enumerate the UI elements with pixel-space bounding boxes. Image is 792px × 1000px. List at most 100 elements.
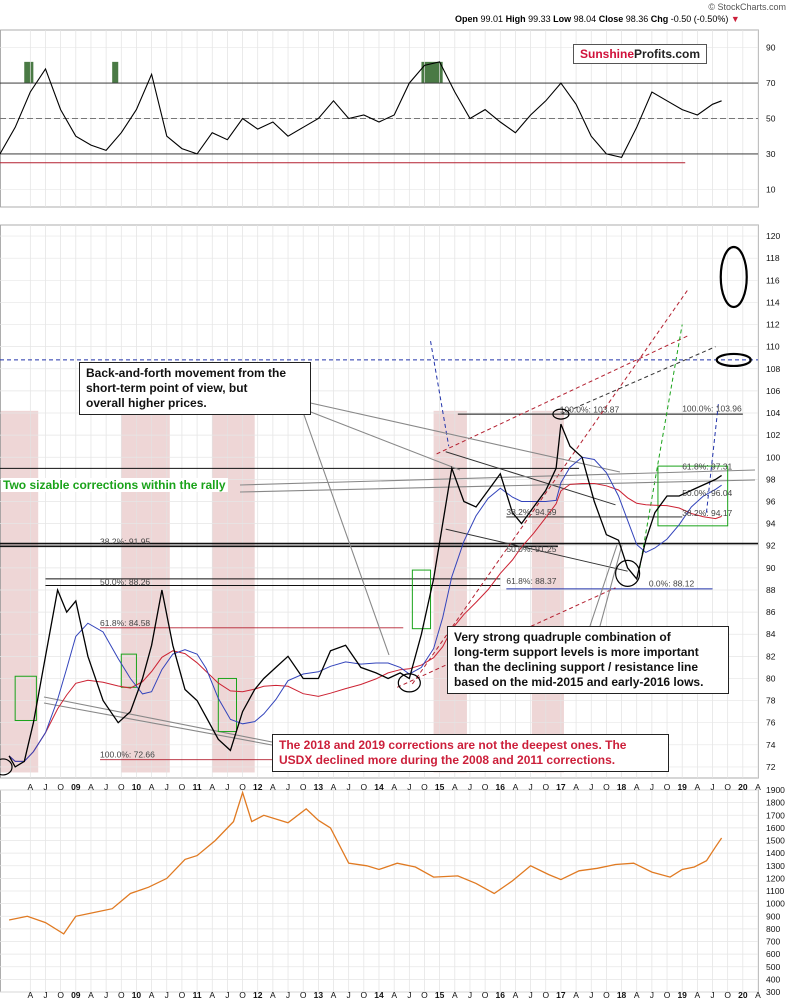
x-tick-label: A xyxy=(331,782,337,792)
y-tick-label: 76 xyxy=(766,718,776,728)
callout-pointer xyxy=(599,544,623,627)
x-tick-label: O xyxy=(118,990,125,1000)
callout-line: based on the mid-2015 and early-2016 low… xyxy=(454,675,704,689)
fib-box xyxy=(657,465,729,527)
x-tick-label: O xyxy=(603,990,610,1000)
highlight-ellipse xyxy=(715,352,752,368)
callout-pointer xyxy=(589,544,618,627)
y-tick-label: 80 xyxy=(766,673,776,683)
y-tick-label: 84 xyxy=(766,629,776,639)
fib-label: 50.0%: 96.04 xyxy=(682,488,732,498)
y-tick-label: 106 xyxy=(766,386,780,396)
x-tick-label: A xyxy=(209,782,215,792)
moving-average-blue xyxy=(8,456,722,762)
callout-2018-corrections: The 2018 and 2019 corrections are not th… xyxy=(272,734,669,772)
callout-line: Back-and-forth movement from the xyxy=(86,366,287,380)
close-value: 98.36 xyxy=(625,14,649,24)
x-tick-label: J xyxy=(528,990,532,1000)
x-tick-label: A xyxy=(695,990,701,1000)
chg-value: -0.50 (-0.50%) xyxy=(670,14,729,24)
callout-pointer xyxy=(43,696,273,743)
x-tick-label: O xyxy=(421,782,428,792)
x-tick-label: O xyxy=(361,990,368,1000)
callout-line: overall higher prices. xyxy=(86,396,207,410)
open-label: Open xyxy=(455,14,479,24)
x-tick-label: 16 xyxy=(496,782,506,792)
y-tick-label: 72 xyxy=(766,762,776,772)
trend-line xyxy=(436,335,689,455)
open-value: 99.01 xyxy=(480,14,504,24)
y-tick-label: 118 xyxy=(766,253,780,263)
x-tick-label: O xyxy=(300,782,307,792)
fib-label: 38.2%: 91.95 xyxy=(100,536,150,546)
highlight-ellipse xyxy=(719,245,748,309)
x-tick-label: J xyxy=(225,782,229,792)
x-tick-label: O xyxy=(542,782,549,792)
fib-label: 100.0%: 103.96 xyxy=(682,403,742,413)
y-tick-label: 1800 xyxy=(766,798,785,808)
fib-label: 0.0%: 88.12 xyxy=(649,579,695,589)
y-tick-label: 300 xyxy=(766,987,780,997)
x-tick-label: 15 xyxy=(435,990,445,1000)
rsi-overbought-fill xyxy=(112,61,119,84)
x-tick-label: O xyxy=(57,990,64,1000)
fib-label: 38.2%: 94.59 xyxy=(506,507,556,517)
x-tick-label: J xyxy=(225,990,229,1000)
trend-line xyxy=(411,288,689,685)
x-tick-label: O xyxy=(482,782,489,792)
y-tick-label: 96 xyxy=(766,497,776,507)
x-tick-label: O xyxy=(118,782,125,792)
x-tick-label: O xyxy=(603,782,610,792)
rsi-overbought-fill xyxy=(24,61,34,84)
x-tick-label: A xyxy=(634,782,640,792)
highlight-ellipse xyxy=(615,559,641,587)
x-tick-label: J xyxy=(104,782,108,792)
x-tick-label: O xyxy=(179,990,186,1000)
x-tick-label: O xyxy=(482,990,489,1000)
declining-line xyxy=(445,528,628,572)
x-tick-label: 12 xyxy=(253,782,263,792)
callout-line: USDX declined more during the 2008 and 2… xyxy=(279,753,616,767)
index-line xyxy=(8,790,723,935)
y-tick-label: 1200 xyxy=(766,873,785,883)
x-tick-label: O xyxy=(239,990,246,1000)
x-tick-label: J xyxy=(710,990,714,1000)
y-tick-label: 1700 xyxy=(766,810,785,820)
x-tick-label: 16 xyxy=(496,990,506,1000)
trend-line xyxy=(705,401,720,513)
fib-box xyxy=(14,675,37,721)
correction-shade xyxy=(0,410,39,773)
x-tick-label: 10 xyxy=(132,782,142,792)
fib-label: 61.8%: 97.31 xyxy=(682,462,732,472)
x-tick-label: 10 xyxy=(132,990,142,1000)
fib-label: 38.2%: 94.17 xyxy=(682,508,732,518)
fib-label: 100.0%: 72.66 xyxy=(100,750,155,760)
low-value: 98.04 xyxy=(573,14,597,24)
y-tick-label: 600 xyxy=(766,949,780,959)
y-tick-label: 90 xyxy=(766,563,776,573)
x-tick-label: A xyxy=(331,990,337,1000)
y-tick-label: 88 xyxy=(766,585,776,595)
x-tick-label: 17 xyxy=(556,782,566,792)
x-tick-label: O xyxy=(542,990,549,1000)
y-tick-label: 108 xyxy=(766,364,780,374)
x-tick-label: J xyxy=(165,782,169,792)
y-tick-label: 94 xyxy=(766,519,776,529)
y-tick-label: 1600 xyxy=(766,823,785,833)
x-tick-label: O xyxy=(664,990,671,1000)
y-tick-label: 90 xyxy=(766,43,776,53)
x-tick-label: O xyxy=(664,782,671,792)
y-tick-label: 700 xyxy=(766,937,780,947)
callout-pointer xyxy=(239,479,756,493)
y-tick-label: 102 xyxy=(766,430,780,440)
x-tick-label: 17 xyxy=(556,990,566,1000)
x-tick-label: A xyxy=(755,782,761,792)
y-tick-label: 1000 xyxy=(766,899,785,909)
x-tick-label: J xyxy=(650,782,654,792)
x-tick-label: A xyxy=(391,782,397,792)
x-tick-label: 13 xyxy=(314,990,324,1000)
fib-labels: 100.0%: 103.87 100.0%: 103.96 61.8%: 97.31… xyxy=(100,403,742,759)
trend-line xyxy=(639,324,683,568)
x-tick-label: A xyxy=(391,990,397,1000)
